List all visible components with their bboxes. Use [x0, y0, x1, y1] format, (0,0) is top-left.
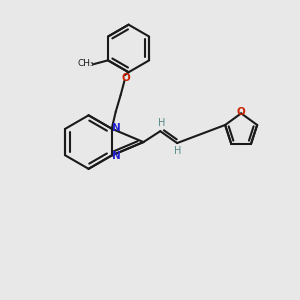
- Text: O: O: [237, 107, 245, 117]
- Text: N: N: [112, 123, 121, 133]
- Text: CH₃: CH₃: [78, 59, 94, 68]
- Text: O: O: [121, 73, 130, 83]
- Text: H: H: [158, 118, 165, 128]
- Text: H: H: [174, 146, 182, 156]
- Text: N: N: [112, 152, 121, 161]
